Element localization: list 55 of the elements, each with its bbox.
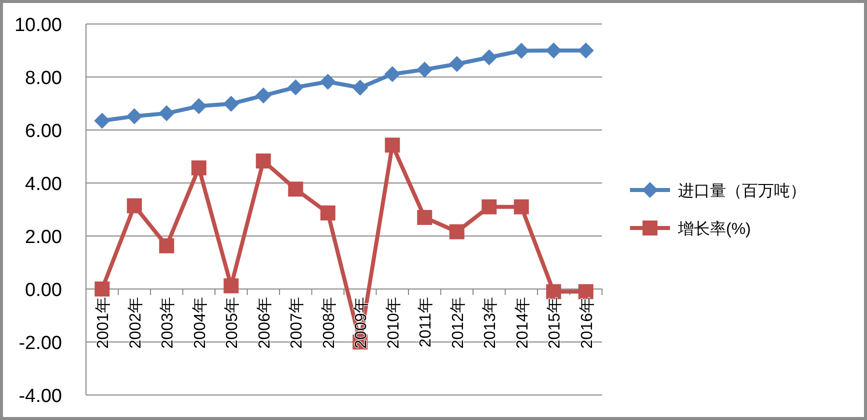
y-tick-label: 0.00 — [25, 280, 62, 301]
y-tick-label: 8.00 — [25, 68, 62, 89]
point — [94, 112, 110, 129]
x-tick-label: 2004年 — [192, 297, 209, 349]
x-tick-label: 2005年 — [224, 297, 242, 349]
point — [449, 224, 464, 240]
point — [546, 42, 562, 58]
legend-label: 进口量（百万吨） — [678, 182, 806, 200]
point — [320, 205, 336, 220]
point — [448, 56, 465, 72]
x-tick-label: 2008年 — [320, 297, 338, 349]
point — [384, 138, 400, 153]
x-tick-label: 2010年 — [385, 297, 402, 349]
point — [159, 238, 174, 254]
point — [256, 154, 271, 169]
x-tick-label: 2009年 — [353, 297, 370, 349]
point — [224, 278, 239, 294]
point — [126, 108, 142, 124]
point — [126, 198, 142, 214]
x-tick-label: 2013年 — [482, 297, 500, 349]
x-tick-label: 2001年 — [95, 297, 112, 349]
y-tick-label: -4.00 — [18, 386, 62, 407]
point — [223, 96, 240, 112]
point — [191, 160, 206, 176]
y-tick-label: 6.00 — [25, 121, 62, 142]
point — [417, 210, 432, 225]
point — [482, 199, 497, 214]
y-tick-label: -2.00 — [18, 333, 62, 354]
point — [513, 42, 530, 59]
y-tick-label: 4.00 — [25, 174, 62, 195]
x-tick-label: 2011年 — [418, 297, 435, 348]
x-tick-label: 2003年 — [160, 297, 177, 349]
x-tick-label: 2012年 — [450, 297, 467, 349]
y-tick-label: 10.00 — [14, 15, 62, 36]
y-tick-label: 2.00 — [25, 227, 62, 248]
point — [481, 49, 498, 66]
point — [514, 199, 529, 214]
point — [190, 98, 207, 114]
x-tick-label: 2014年 — [514, 297, 532, 349]
point — [94, 282, 110, 296]
legend-label: 增长率(%) — [677, 220, 751, 238]
x-tick-label: 2006年 — [256, 297, 274, 349]
point — [352, 80, 368, 96]
point — [158, 105, 175, 122]
point — [255, 88, 272, 104]
x-tick-label: 2015年 — [546, 297, 564, 349]
point — [578, 42, 594, 58]
x-tick-label: 2016年 — [578, 297, 596, 349]
point — [416, 62, 433, 78]
point — [288, 79, 304, 96]
point — [288, 182, 304, 197]
point — [320, 74, 336, 90]
point — [384, 66, 400, 82]
x-tick-label: 2002年 — [127, 297, 144, 349]
x-tick-label: 2007年 — [288, 297, 306, 349]
